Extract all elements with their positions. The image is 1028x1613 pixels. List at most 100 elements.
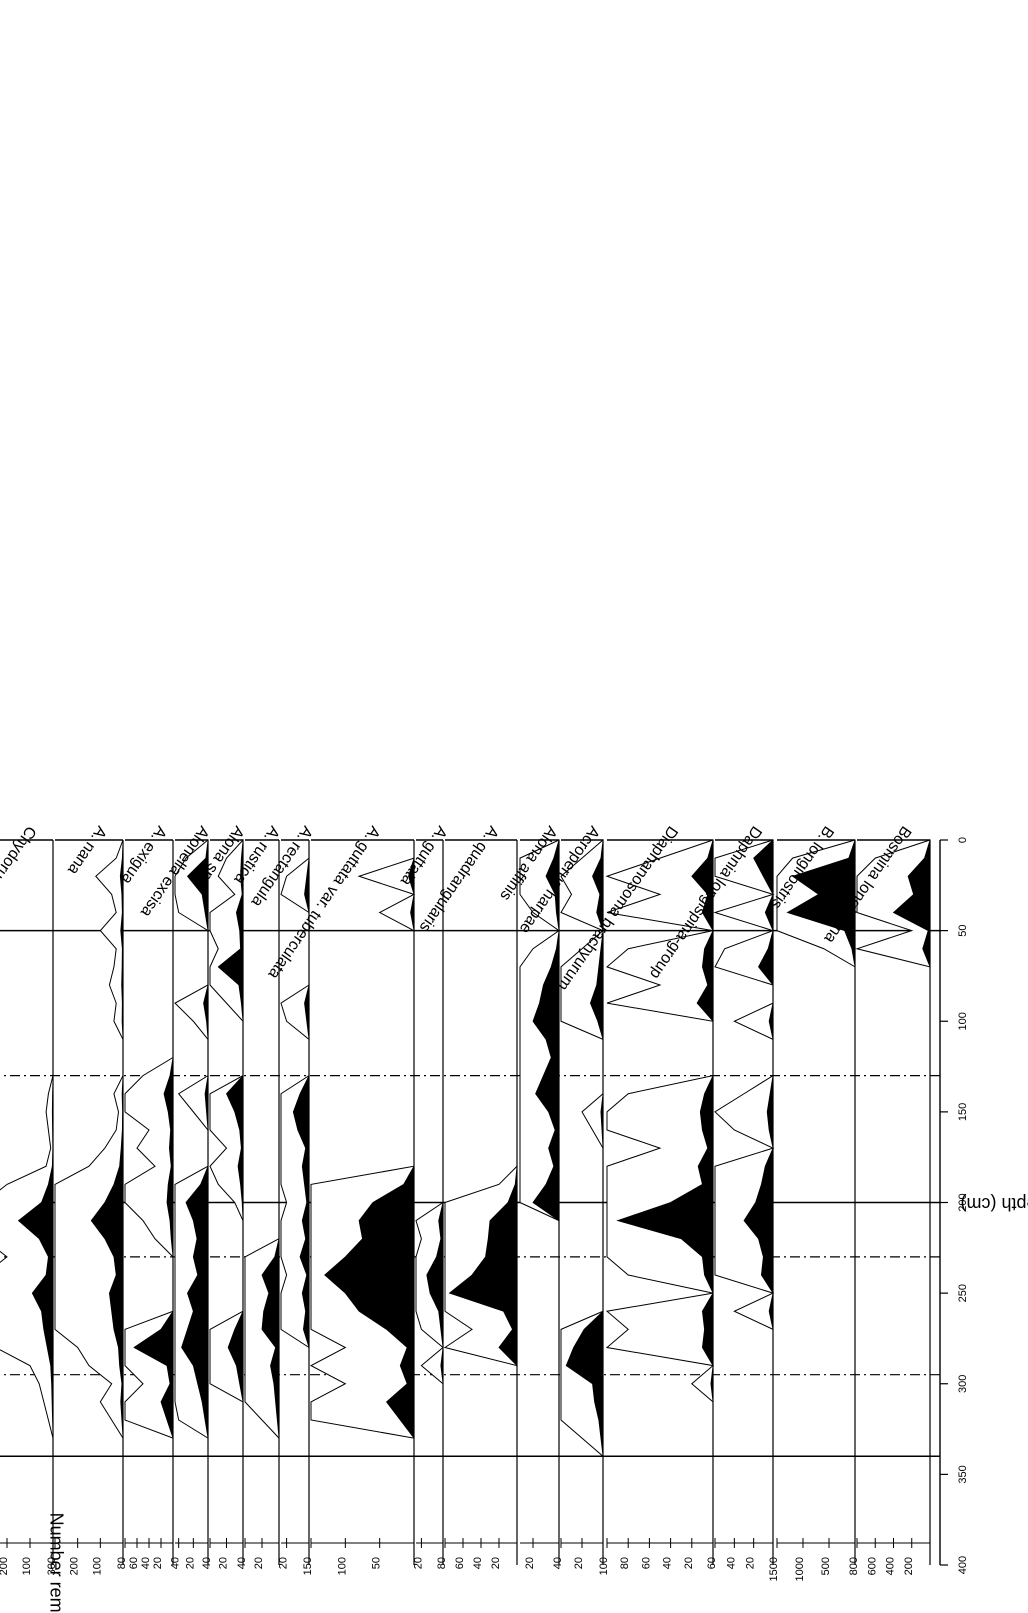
value-tick-label: 20 — [152, 1557, 164, 1569]
depth-tick-label: 300 — [957, 1375, 969, 1393]
abundance-silhouette — [324, 840, 415, 1457]
exaggeration-curve — [0, 840, 54, 1457]
exaggeration-curve — [713, 839, 775, 1457]
abundance-silhouette — [448, 840, 518, 1457]
depth-tick-label: 50 — [957, 925, 969, 937]
abundance-silhouette — [426, 840, 444, 1457]
taxon-label: Chydorus sphaericus — [0, 823, 39, 956]
stratigraphic-diagram: 2004006008005001000150020406020406080100… — [0, 823, 1028, 1613]
taxon-panel: 100 200 300 — [46, 839, 124, 1575]
depth-tick-label: 350 — [957, 1465, 969, 1483]
abundance-silhouette — [17, 840, 54, 1457]
value-tick-label: 60 — [454, 1557, 466, 1569]
taxon-panel: 50 100 150 — [302, 839, 416, 1575]
value-tick-label: 800 — [848, 1557, 860, 1575]
value-tick-label: 20 — [573, 1557, 585, 1569]
exaggeration-curve — [605, 839, 715, 1457]
depth-axis-title: Depth (cm) — [960, 1194, 1028, 1214]
taxon-panel: 20 — [519, 839, 560, 1569]
value-tick-label: 100 — [91, 1557, 103, 1575]
value-tick-label: 200 — [0, 1557, 10, 1575]
value-tick-label: 80 — [436, 1557, 448, 1569]
value-tick-label: 100 — [21, 1557, 33, 1575]
value-tick-label: 200 — [903, 1557, 915, 1575]
value-tick-label: 600 — [866, 1557, 878, 1575]
abundance-silhouette — [217, 839, 244, 1457]
taxon-panel: 20 40 60 80 — [436, 839, 518, 1569]
value-tick-label: 500 — [820, 1557, 832, 1575]
value-tick-label: 200 — [69, 1557, 81, 1575]
value-tick-label: 50 — [371, 1557, 383, 1569]
value-tick-label: 20 — [253, 1557, 265, 1569]
value-tick-label: 40 — [236, 1557, 248, 1569]
value-tick-label: 300 — [46, 1557, 58, 1575]
value-tick-label: 150 — [302, 1557, 314, 1575]
value-tick-label: 100 — [336, 1557, 348, 1575]
abundance-silhouette — [181, 839, 209, 1457]
value-tick-label: 40 — [472, 1557, 484, 1569]
value-tick-label: 20 — [218, 1557, 230, 1569]
value-axis-title: Number remains cm-3 — [46, 1513, 70, 1613]
abundance-silhouette — [786, 839, 856, 1457]
value-tick-label: 400 — [885, 1557, 897, 1575]
taxon-panel: 20 — [412, 839, 444, 1569]
value-tick-label: 80 — [619, 1557, 631, 1569]
depth-axis: 0 50 100 150 200 250 300 350 400 Depth (cm) — [939, 837, 1028, 1574]
value-tick-label: 20 — [524, 1557, 536, 1569]
exaggeration-curve — [855, 839, 931, 1457]
value-tick-label: 60 — [640, 1557, 652, 1569]
depth-tick-label: 100 — [957, 1012, 969, 1030]
depth-tick-label: 0 — [957, 837, 969, 843]
value-tick-label: 100 — [598, 1557, 610, 1575]
value-tick-label: 40 — [201, 1557, 213, 1569]
depth-tick-label: 200 — [957, 1193, 969, 1211]
taxon-panel: 200 400 600 800 — [848, 839, 931, 1575]
value-tick-label: 40 — [140, 1557, 152, 1569]
exaggeration-curve — [54, 839, 124, 1457]
value-tick-label: 40 — [170, 1557, 182, 1569]
abundance-silhouette — [90, 839, 124, 1457]
depth-tick-label: 400 — [957, 1556, 969, 1574]
plot-area: 2004006008005001000150020406020406080100… — [0, 823, 1028, 1613]
value-tick-label: 20 — [278, 1557, 290, 1569]
value-tick-label: 40 — [552, 1557, 564, 1569]
value-tick-label: 1500 — [768, 1557, 780, 1581]
value-tick-label: 60 — [128, 1557, 140, 1569]
abundance-silhouette — [892, 839, 931, 1457]
taxon-panel: 500 1000 1500 — [768, 839, 856, 1581]
value-tick-label: 60 — [706, 1557, 718, 1569]
taxon-label: A. guttata var. tuberculata — [265, 823, 384, 982]
value-tick-label: 20 — [490, 1557, 502, 1569]
taxon-panel: 20 40 60 80 100 — [598, 839, 715, 1575]
rotated-chart-scene: 200 400 600 800 500 1000 1500 20 40 60 20 40 60 80 100… — [0, 585, 1028, 1613]
abundance-silhouette — [133, 840, 174, 1457]
abundance-silhouette — [743, 839, 774, 1457]
abundance-silhouette — [532, 839, 560, 1457]
depth-tick-label: 150 — [957, 1103, 969, 1121]
abundance-silhouette — [261, 840, 280, 1457]
value-tick-label: 20 — [184, 1557, 196, 1569]
value-tick-label: 20 — [683, 1557, 695, 1569]
exaggeration-curve — [209, 838, 244, 1457]
value-tick-label: 20 — [412, 1557, 424, 1569]
value-tick-label: 1000 — [794, 1557, 806, 1581]
value-tick-label: 40 — [725, 1557, 737, 1569]
value-tick-label: 40 — [662, 1557, 674, 1569]
value-tick-label: 80 — [116, 1557, 128, 1569]
taxon-panel: 20 — [278, 839, 310, 1569]
depth-tick-label: 250 — [957, 1284, 969, 1302]
value-tick-label: 20 — [745, 1557, 757, 1569]
exaggeration-curve — [309, 840, 416, 1457]
abundance-silhouette — [616, 839, 714, 1457]
abundance-silhouette — [565, 839, 604, 1457]
abundance-silhouette — [292, 840, 310, 1457]
taxon-panel: 20 40 60 — [706, 839, 775, 1569]
